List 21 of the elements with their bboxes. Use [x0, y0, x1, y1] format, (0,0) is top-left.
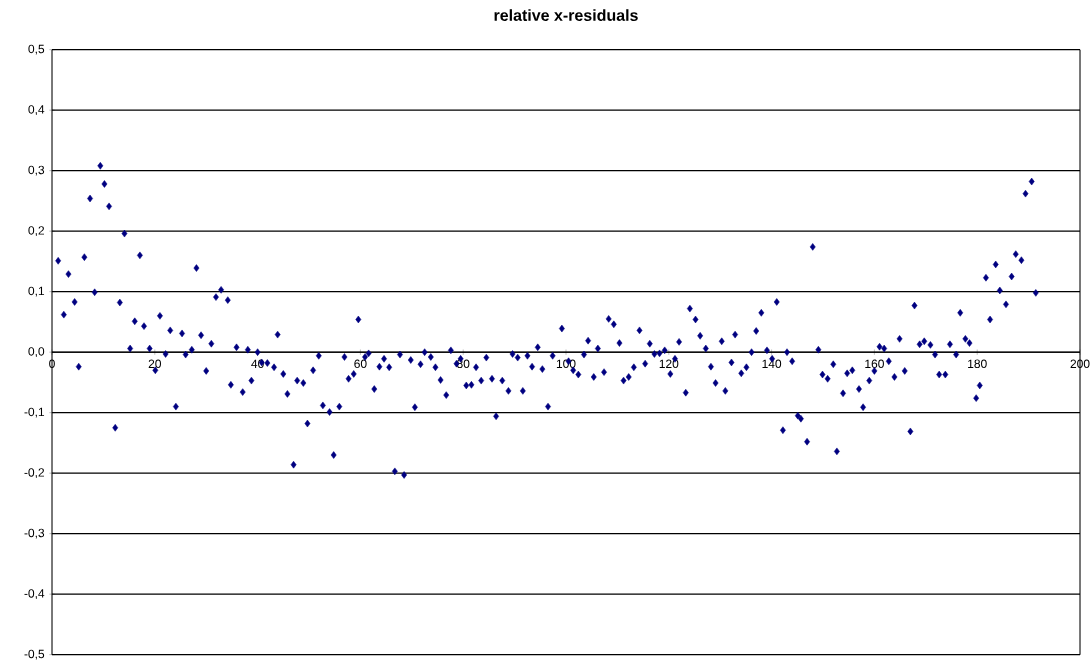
- x-tick-label: 20: [148, 359, 162, 369]
- y-tick-label: 0,0: [28, 347, 45, 358]
- y-tick-label: 0,3: [28, 165, 45, 176]
- y-tick-label: 0,2: [28, 226, 45, 237]
- y-tick-label: 0,4: [28, 105, 45, 116]
- x-tick-label: 160: [865, 359, 884, 369]
- y-tick-label: -0,1: [24, 407, 45, 418]
- x-tick-label: 0: [49, 359, 55, 369]
- y-tick-label: 0,5: [28, 44, 45, 55]
- y-tick-label: -0,2: [24, 468, 45, 479]
- y-tick-label: -0,4: [24, 589, 45, 600]
- x-tick-label: 80: [457, 359, 470, 369]
- x-tick-label: 140: [762, 359, 782, 369]
- chart-title: relative x-residuals: [494, 9, 638, 21]
- y-tick-label: 0,1: [28, 286, 45, 297]
- x-tick-label: 180: [968, 359, 987, 369]
- x-tick-label: 200: [1070, 359, 1090, 369]
- y-tick-label: -0,3: [24, 528, 45, 539]
- x-tick-label: 60: [354, 359, 367, 369]
- x-tick-label: 120: [659, 359, 679, 369]
- y-tick-label: -0,5: [24, 649, 45, 660]
